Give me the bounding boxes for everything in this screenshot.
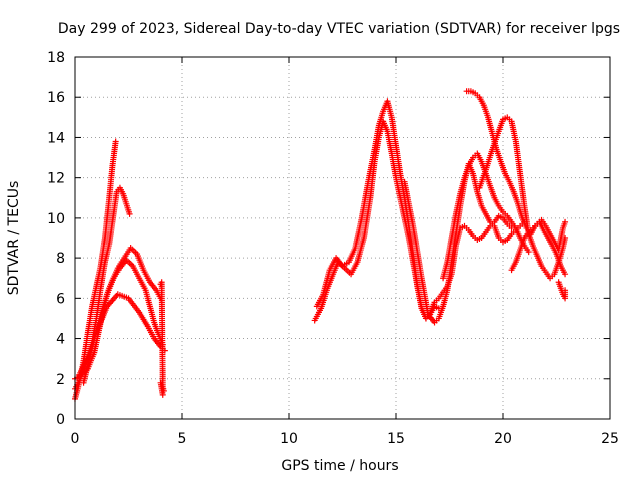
series-track-a xyxy=(72,138,119,402)
x-tick-label: 20 xyxy=(494,431,512,447)
x-tick-label: 10 xyxy=(280,431,298,447)
data-point xyxy=(562,287,569,294)
y-tick-label: 0 xyxy=(56,412,65,428)
data-point xyxy=(525,249,532,256)
data-point xyxy=(159,391,166,398)
y-tick-label: 10 xyxy=(47,211,65,227)
y-axis-title: SDTVAR / TECUs xyxy=(6,181,22,296)
data-point xyxy=(112,138,119,145)
series-track-d xyxy=(80,245,164,386)
series-track-g xyxy=(313,98,515,322)
series-track-j xyxy=(463,88,569,278)
data-point xyxy=(126,210,133,217)
x-axis-title: GPS time / hours xyxy=(281,458,398,474)
y-tick-label: 12 xyxy=(47,171,65,187)
y-tick-label: 2 xyxy=(56,372,65,388)
y-tick-label: 18 xyxy=(47,50,65,66)
chart-title: Day 299 of 2023, Sidereal Day-to-day VTE… xyxy=(58,21,620,37)
plot-frame xyxy=(74,56,611,420)
y-tick-label: 16 xyxy=(47,90,65,106)
y-tick-label: 4 xyxy=(56,332,65,348)
x-tick-label: 15 xyxy=(387,431,405,447)
y-tick-label: 6 xyxy=(56,291,65,307)
series-track-e xyxy=(76,291,168,378)
series-tail xyxy=(555,279,569,302)
series-track-l xyxy=(508,216,569,274)
data-point xyxy=(562,271,569,278)
y-tick-label: 8 xyxy=(56,251,65,267)
x-tick-label: 25 xyxy=(601,431,619,447)
series-isolated xyxy=(157,279,167,398)
y-tick-label: 14 xyxy=(47,130,65,146)
x-tick-label: 5 xyxy=(178,431,187,447)
data-point xyxy=(562,218,569,225)
x-tick-label: 0 xyxy=(71,431,80,447)
data-points xyxy=(72,88,569,402)
